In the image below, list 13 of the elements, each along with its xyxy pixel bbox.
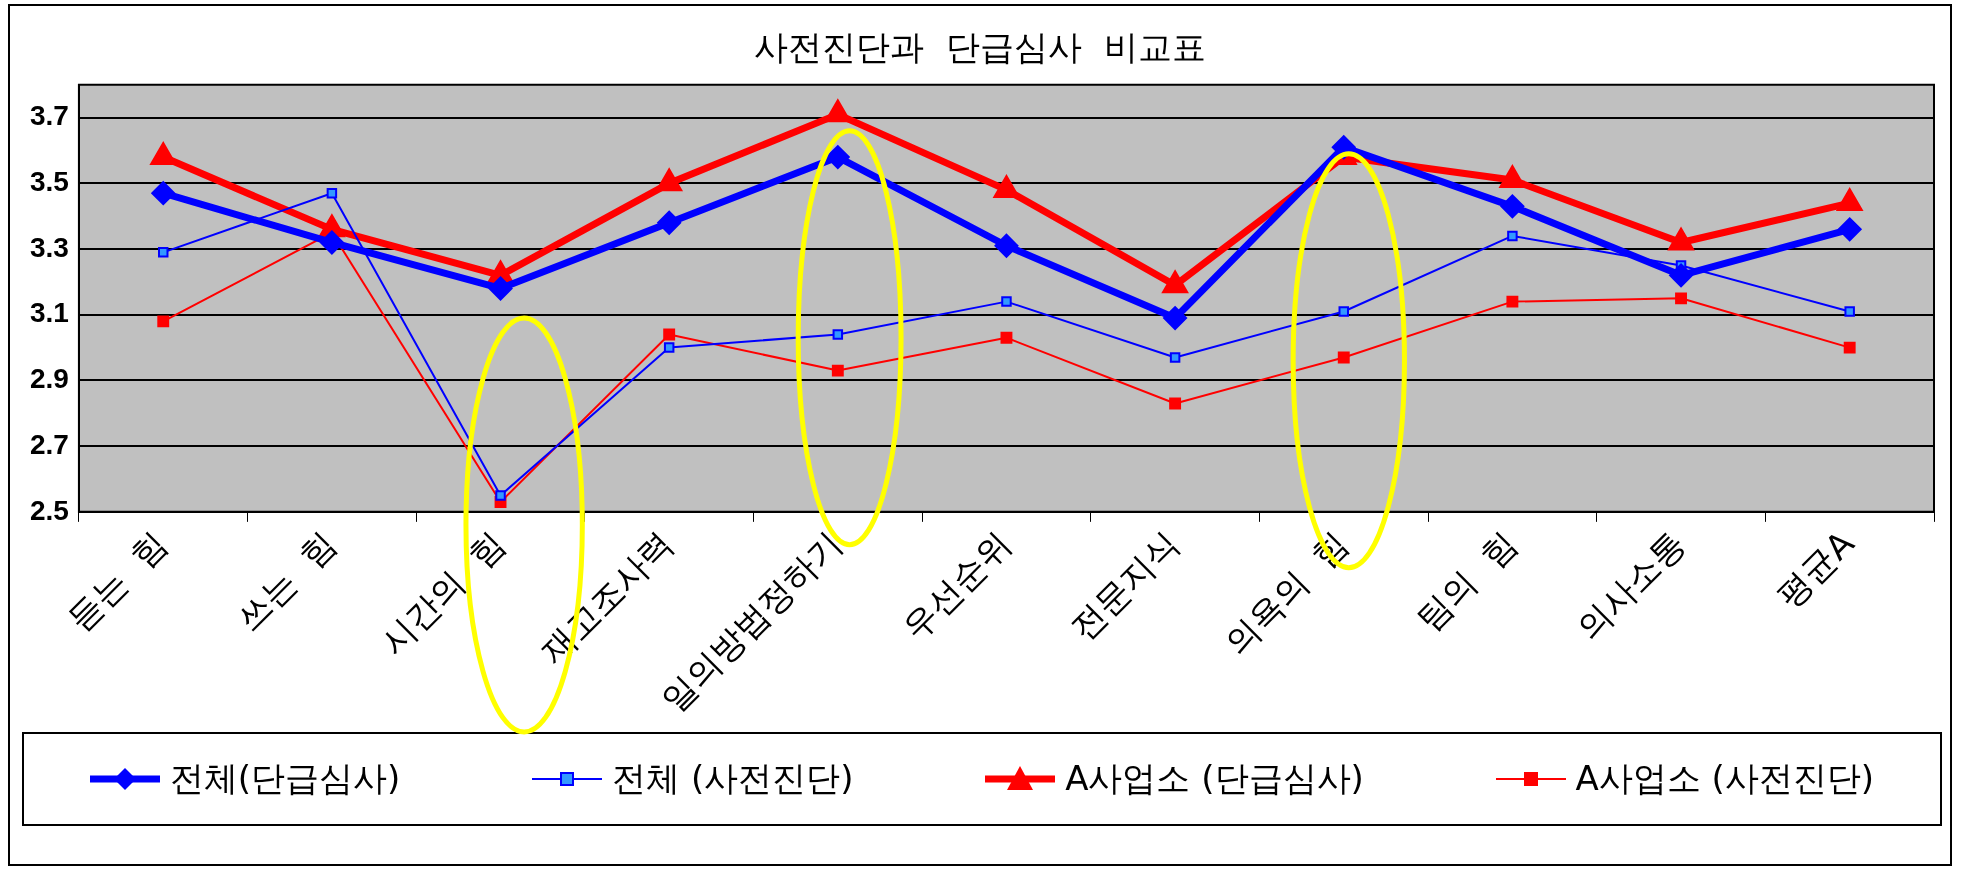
chart-title: 사전진단과 단급심사 비교표 (754, 27, 1206, 68)
y-tick-label: 3.7 (29, 100, 69, 132)
x-tick-label: 팀의 힘 (1408, 522, 1525, 639)
legend-label: A사업소 (사전진단) (1575, 757, 1875, 800)
legend-label: 전체(단급심사) (169, 757, 401, 800)
x-tick-label: 쓰는 힘 (228, 522, 344, 639)
y-tick-label: 3.1 (29, 297, 69, 329)
y-tick-label: 2.9 (29, 363, 69, 395)
y-tick-label: 3.5 (29, 166, 69, 198)
legend-label: 전체 (사전진단) (612, 757, 854, 800)
y-tick-label: 2.7 (29, 428, 69, 460)
y-tick-label: 3.3 (29, 231, 69, 263)
legend-label: A사업소 (단급심사) (1065, 757, 1364, 800)
